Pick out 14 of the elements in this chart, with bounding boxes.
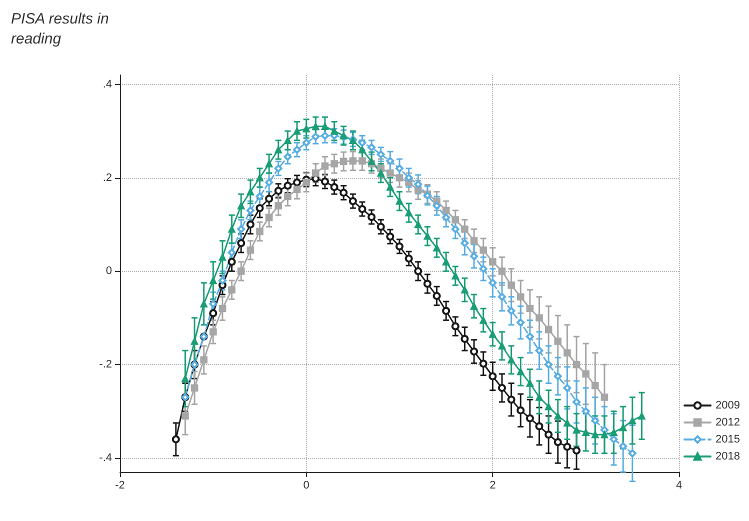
y-tick-label: -.4	[99, 452, 112, 464]
x-tick-label: 4	[676, 480, 682, 492]
legend-label: 2012	[716, 416, 740, 428]
legend-label: 2009	[716, 400, 740, 412]
y-tick-label: -.2	[99, 358, 112, 371]
x-tick-label: 2	[490, 480, 496, 492]
y-tick-label: 0	[106, 265, 112, 278]
x-tick-label: 0	[303, 480, 310, 492]
y-tick-label: .2	[102, 172, 112, 184]
legend-label: 2015	[716, 434, 740, 446]
legend-label: 2018	[716, 450, 740, 462]
x-tick-label: -2	[115, 480, 125, 492]
y-tick-label: .4	[102, 78, 112, 90]
chart-title: PISA results in reading	[11, 10, 113, 48]
